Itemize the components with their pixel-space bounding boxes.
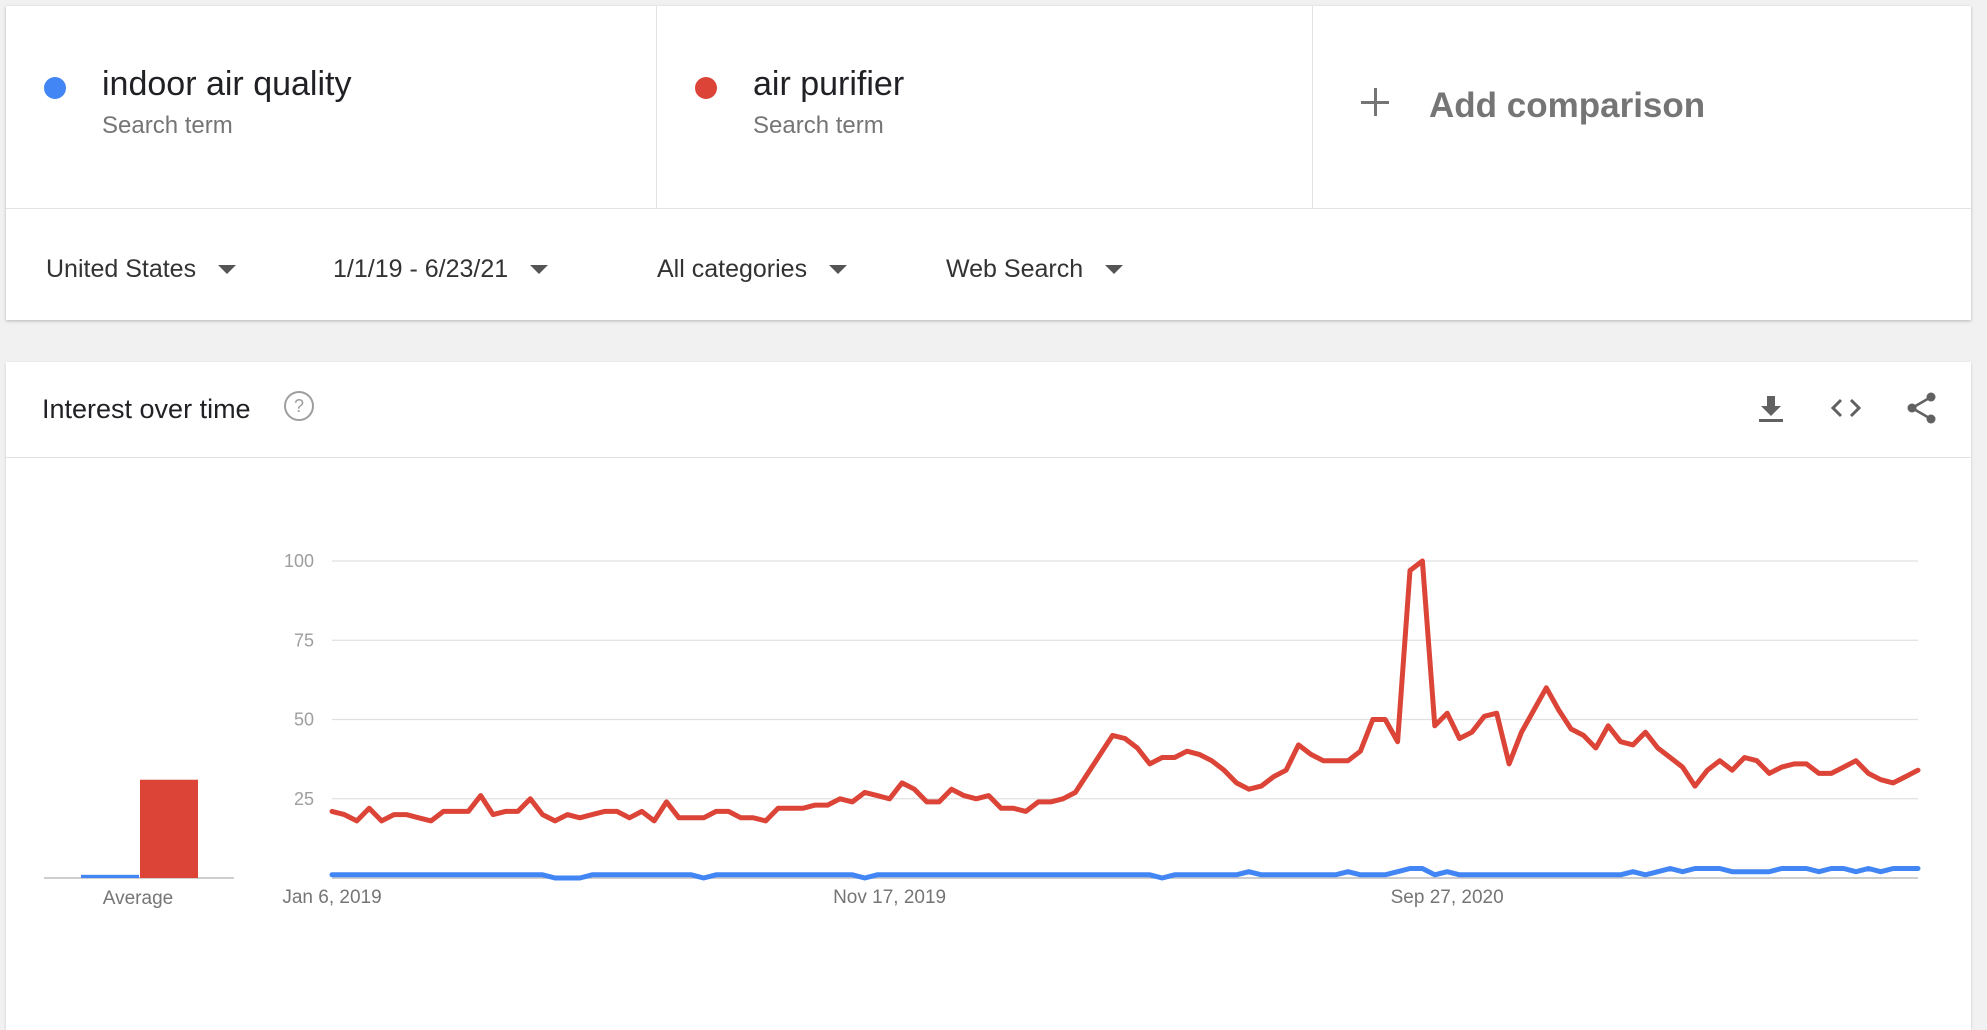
filters-row: United States 1/1/19 - 6/23/21 All categ… [6,209,1971,320]
category-value: All categories [657,255,808,283]
search-term-type: Search term [753,112,884,139]
y-tick-label: 100 [284,551,314,571]
interest-over-time-chart: 25 50 75 100 Average Jan 6, 2019 Nov 17, 201… [44,551,1921,909]
svg-text:?: ? [294,396,304,416]
search-term-type: Search term [102,112,233,139]
panel-title: Interest over time [42,394,251,424]
region-value: United States [46,255,197,283]
add-comparison-label: Add comparison [1429,86,1706,125]
search-term-label: air purifier [753,65,905,103]
y-tick-label: 25 [294,789,314,809]
average-label: Average [103,888,173,909]
series-color-dot-icon [695,77,717,99]
date-range-value: 1/1/19 - 6/23/21 [333,255,509,283]
comparison-card: indoor air quality Search term air purif… [6,6,1971,320]
add-comparison-button[interactable]: Add comparison [1313,6,1971,208]
search-term-1[interactable]: indoor air quality Search term [6,6,657,208]
caret-down-icon [218,265,237,274]
search-term-2[interactable]: air purifier Search term [657,6,1313,208]
region-dropdown[interactable]: United States [46,255,237,284]
caret-down-icon [530,265,549,274]
search-type-dropdown[interactable]: Web Search [946,255,1124,284]
x-tick-label: Sep 27, 2020 [1391,887,1504,908]
card-header: Interest over time ? [6,362,1971,458]
category-dropdown[interactable]: All categories [657,255,848,284]
average-bar[interactable] [140,779,198,878]
average-bar[interactable] [81,874,139,878]
search-type-value: Web Search [946,255,1084,283]
x-tick-label: Nov 17, 2019 [833,887,946,908]
y-tick-label: 50 [294,710,314,730]
help-icon[interactable]: ? [283,390,315,422]
plus-icon [1361,88,1389,116]
caret-down-icon [829,265,848,274]
series-line[interactable] [329,866,1921,881]
interest-over-time-card: Interest over time ? 25 50 75 100 Average J… [6,362,1971,1030]
embed-icon[interactable] [1828,390,1864,426]
x-tick-label: Jan 6, 2019 [282,887,381,908]
date-range-dropdown[interactable]: 1/1/19 - 6/23/21 [333,255,549,284]
download-icon[interactable] [1753,390,1789,426]
series-color-dot-icon [44,77,66,99]
search-terms-row: indoor air quality Search term air purif… [6,6,1971,209]
y-tick-label: 75 [294,630,314,650]
search-term-label: indoor air quality [102,65,352,103]
series-line[interactable] [329,558,1921,824]
caret-down-icon [1105,265,1124,274]
share-icon[interactable] [1904,390,1940,426]
